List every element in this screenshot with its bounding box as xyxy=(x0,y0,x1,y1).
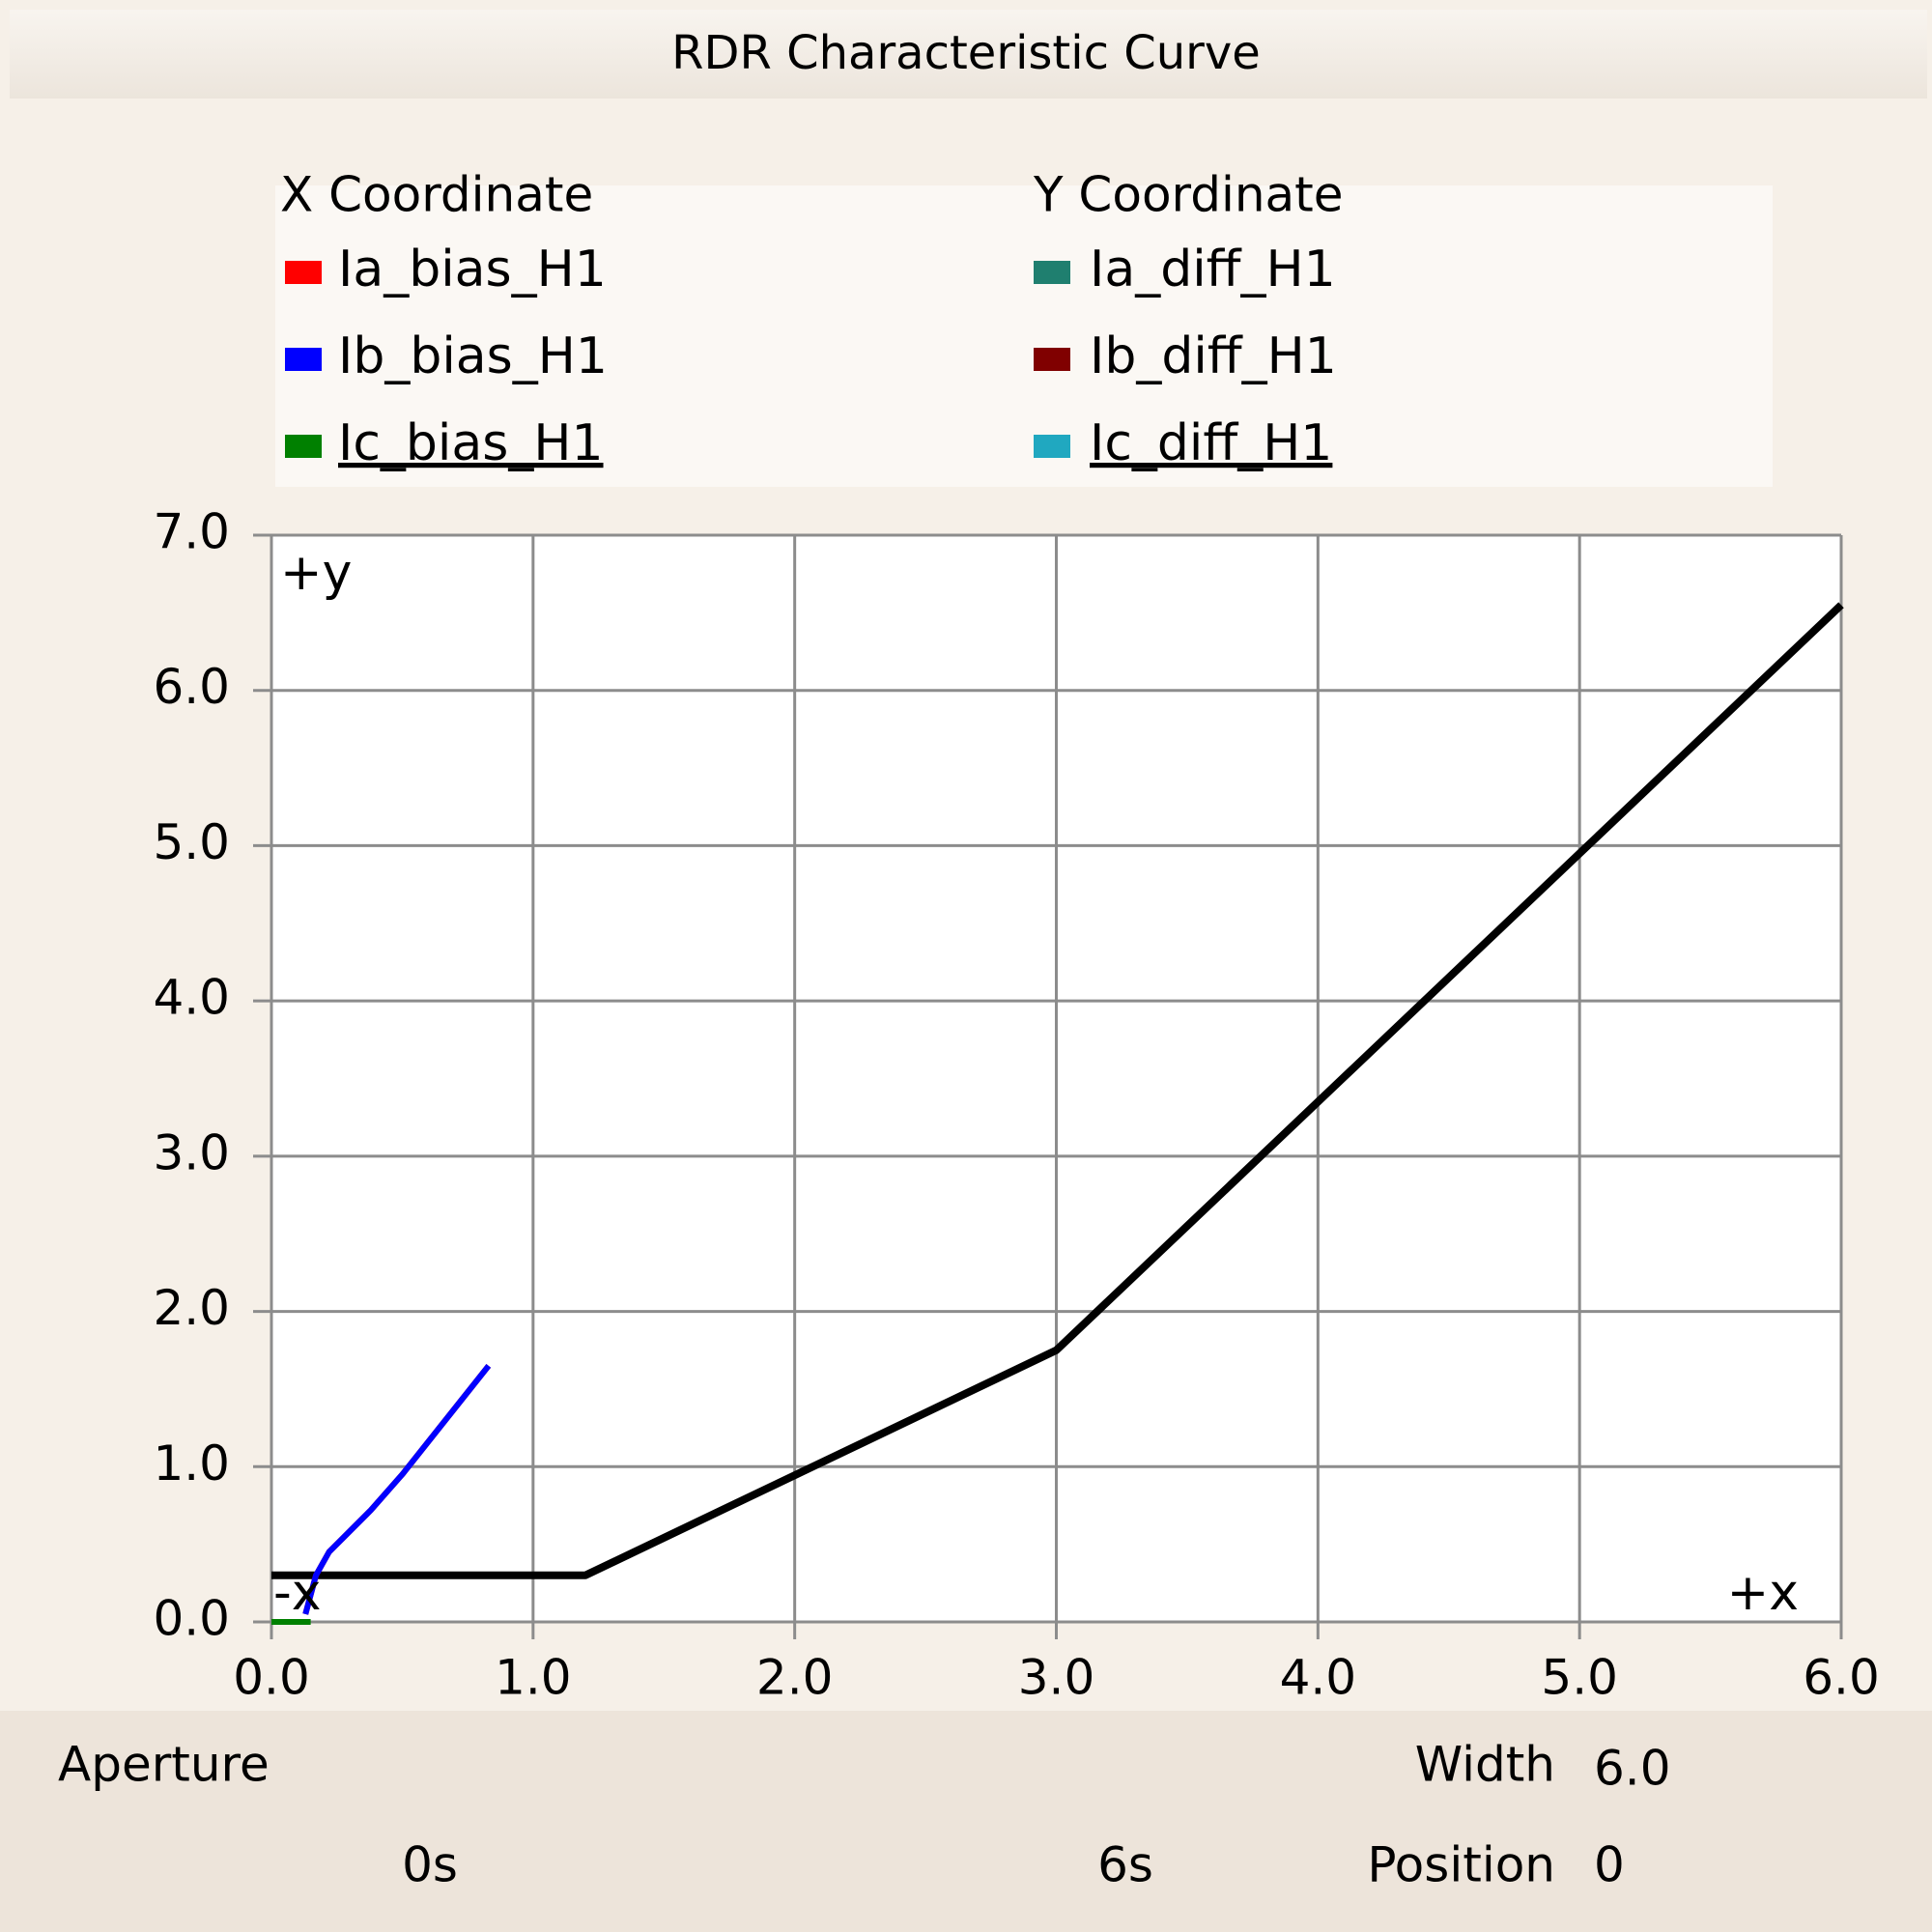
axis-direction-label: +y xyxy=(280,544,352,602)
x-tick-label: 0.0 xyxy=(233,1650,310,1706)
y-tick-label: 2.0 xyxy=(153,1280,230,1336)
legend-swatch xyxy=(1034,261,1070,284)
x-tick-label: 1.0 xyxy=(495,1650,572,1706)
width-label: Width xyxy=(1415,1737,1555,1793)
y-tick-label: 5.0 xyxy=(153,814,230,870)
trace-line xyxy=(271,602,1844,1579)
legend-box xyxy=(275,185,1773,487)
legend-entry: Ib_diff_H1 xyxy=(1090,327,1337,385)
legend-x-title: X Coordinate xyxy=(280,167,593,223)
footer xyxy=(0,1711,1932,1932)
x-tick-label: 2.0 xyxy=(756,1650,834,1706)
width-value: 6.0 xyxy=(1594,1741,1671,1797)
legend-entry: Ib_bias_H1 xyxy=(338,327,608,385)
legend-swatch xyxy=(1034,435,1070,458)
y-tick-label: 0.0 xyxy=(153,1591,230,1647)
legend-swatch xyxy=(1034,348,1070,371)
legend-y-title: Y Coordinate xyxy=(1033,167,1344,223)
position-label: Position xyxy=(1367,1837,1555,1893)
legend-entry: Ic_bias_H1 xyxy=(338,414,604,472)
x-tick-label: 6.0 xyxy=(1803,1650,1880,1706)
y-tick-label: 6.0 xyxy=(153,659,230,715)
x-tick-label: 4.0 xyxy=(1280,1650,1357,1706)
x-tick-label: 3.0 xyxy=(1018,1650,1095,1706)
axis-direction-label: +x xyxy=(1727,1564,1799,1622)
y-tick-label: 1.0 xyxy=(153,1435,230,1492)
y-tick-label: 7.0 xyxy=(153,504,230,560)
legend-entry: Ia_bias_H1 xyxy=(338,241,607,298)
legend-entry: Ic_diff_H1 xyxy=(1090,414,1332,472)
aperture-label: Aperture xyxy=(58,1737,270,1793)
legend-swatch xyxy=(285,435,322,458)
window-title: RDR Characteristic Curve xyxy=(671,26,1261,80)
start-time: 0s xyxy=(402,1837,458,1893)
y-tick-label: 3.0 xyxy=(153,1124,230,1180)
legend-entry: Ia_diff_H1 xyxy=(1090,241,1336,298)
legend-swatch xyxy=(285,348,322,371)
end-time: 6s xyxy=(1097,1837,1153,1893)
position-value: 0 xyxy=(1594,1837,1625,1893)
axis-direction-label: -x xyxy=(273,1564,322,1622)
trace-line xyxy=(302,1363,492,1615)
y-tick-label: 4.0 xyxy=(153,970,230,1026)
legend-swatch xyxy=(285,261,322,284)
x-tick-label: 5.0 xyxy=(1541,1650,1618,1706)
title-bar xyxy=(10,10,1927,99)
